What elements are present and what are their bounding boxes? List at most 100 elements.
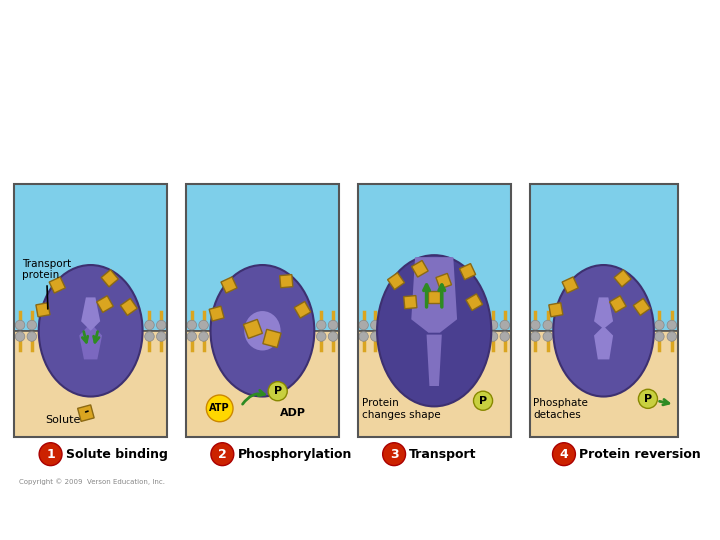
Circle shape (328, 332, 338, 341)
Circle shape (293, 320, 302, 330)
Polygon shape (466, 294, 482, 310)
Circle shape (552, 443, 575, 465)
Circle shape (555, 320, 565, 330)
Circle shape (50, 332, 60, 341)
Circle shape (210, 320, 220, 330)
Circle shape (639, 389, 657, 408)
Polygon shape (221, 277, 237, 293)
Circle shape (617, 320, 627, 330)
Circle shape (531, 320, 540, 330)
Polygon shape (263, 329, 281, 348)
Circle shape (382, 320, 392, 330)
Circle shape (74, 320, 84, 330)
Circle shape (27, 320, 37, 330)
FancyBboxPatch shape (186, 331, 338, 437)
Circle shape (305, 320, 314, 330)
Circle shape (500, 332, 510, 341)
Polygon shape (426, 335, 442, 386)
Polygon shape (243, 319, 262, 339)
Polygon shape (411, 257, 457, 333)
Circle shape (605, 320, 615, 330)
Polygon shape (49, 277, 66, 293)
Polygon shape (436, 273, 451, 289)
Circle shape (258, 320, 267, 330)
Text: 3: 3 (390, 448, 398, 461)
Circle shape (418, 320, 427, 330)
Circle shape (477, 320, 486, 330)
Text: ATP: ATP (210, 403, 230, 413)
Circle shape (382, 443, 405, 465)
Circle shape (568, 320, 577, 330)
Circle shape (464, 332, 474, 341)
Circle shape (63, 320, 72, 330)
Text: Phosphate
detaches: Phosphate detaches (534, 398, 588, 420)
FancyBboxPatch shape (530, 184, 678, 331)
Polygon shape (210, 306, 224, 321)
Circle shape (617, 332, 627, 341)
Circle shape (394, 332, 404, 341)
Polygon shape (412, 260, 428, 277)
FancyBboxPatch shape (358, 331, 510, 437)
Text: Protein
changes shape: Protein changes shape (361, 398, 441, 420)
Circle shape (39, 320, 48, 330)
Circle shape (50, 320, 60, 330)
Polygon shape (36, 303, 50, 317)
Circle shape (268, 382, 287, 401)
Circle shape (382, 332, 392, 341)
Circle shape (317, 320, 326, 330)
Text: 2: 2 (218, 448, 227, 461)
Ellipse shape (244, 311, 281, 350)
Circle shape (630, 320, 639, 330)
Polygon shape (594, 298, 613, 329)
Polygon shape (594, 326, 613, 360)
Text: 1: 1 (46, 448, 55, 461)
Circle shape (222, 320, 232, 330)
Polygon shape (294, 301, 311, 318)
FancyBboxPatch shape (530, 331, 678, 437)
Circle shape (222, 332, 232, 341)
Circle shape (246, 320, 256, 330)
Circle shape (429, 320, 439, 330)
Polygon shape (78, 405, 94, 421)
Circle shape (121, 320, 131, 330)
Text: P: P (644, 394, 652, 404)
Circle shape (453, 332, 462, 341)
Polygon shape (614, 270, 631, 287)
Circle shape (654, 332, 664, 341)
Circle shape (568, 332, 577, 341)
Polygon shape (404, 295, 417, 309)
Circle shape (234, 332, 243, 341)
Circle shape (305, 332, 314, 341)
Circle shape (453, 320, 462, 330)
Circle shape (328, 320, 338, 330)
Circle shape (317, 332, 326, 341)
Text: P: P (479, 396, 487, 406)
FancyBboxPatch shape (14, 331, 167, 437)
Circle shape (500, 320, 510, 330)
Polygon shape (81, 298, 100, 331)
Circle shape (580, 320, 590, 330)
Polygon shape (549, 303, 563, 317)
Ellipse shape (553, 265, 654, 396)
Text: 4: 4 (559, 448, 568, 461)
Text: ADP: ADP (280, 408, 306, 418)
Circle shape (121, 332, 131, 341)
Circle shape (269, 320, 279, 330)
Circle shape (406, 332, 415, 341)
Circle shape (63, 332, 72, 341)
Circle shape (98, 320, 107, 330)
Circle shape (156, 332, 166, 341)
Polygon shape (459, 264, 476, 280)
Circle shape (580, 332, 590, 341)
Circle shape (133, 332, 143, 341)
Circle shape (464, 320, 474, 330)
Circle shape (109, 332, 119, 341)
Circle shape (418, 332, 427, 341)
Circle shape (109, 320, 119, 330)
Circle shape (359, 320, 369, 330)
Text: P: P (274, 386, 282, 396)
Circle shape (211, 443, 234, 465)
Circle shape (282, 320, 291, 330)
Circle shape (605, 332, 615, 341)
Circle shape (74, 332, 84, 341)
